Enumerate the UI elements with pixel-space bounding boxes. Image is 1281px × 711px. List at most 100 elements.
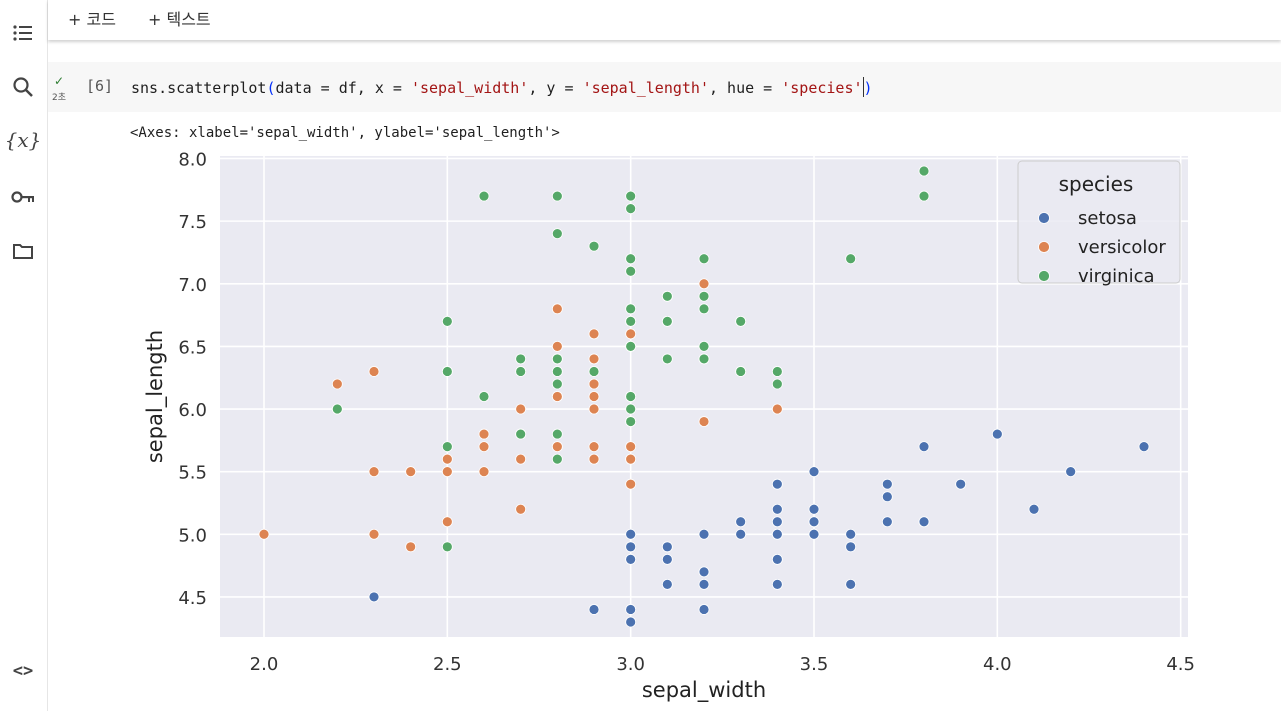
- folder-icon[interactable]: [8, 236, 38, 266]
- data-point-setosa: [625, 553, 637, 565]
- table-of-contents-icon[interactable]: [8, 18, 38, 48]
- data-point-virginica: [441, 315, 453, 327]
- data-point-virginica: [588, 240, 600, 252]
- code-string-2: 'sepal_length': [582, 79, 709, 97]
- add-code-button[interactable]: + 코드: [68, 10, 116, 29]
- x-axis-label: sepal_width: [642, 678, 766, 703]
- data-point-setosa: [771, 528, 783, 540]
- y-tick-label: 7.5: [178, 212, 207, 233]
- x-tick-label: 3.5: [800, 654, 829, 675]
- data-point-versicolor: [405, 541, 417, 553]
- data-point-setosa: [881, 516, 893, 528]
- data-point-versicolor: [551, 303, 563, 315]
- data-point-virginica: [588, 366, 600, 377]
- data-point-virginica: [515, 428, 527, 440]
- data-point-setosa: [771, 503, 783, 515]
- data-point-versicolor: [258, 528, 270, 540]
- data-point-virginica: [698, 253, 710, 265]
- add-text-button[interactable]: + 텍스트: [148, 10, 211, 29]
- table-of-contents-icon-svg: [13, 25, 32, 41]
- code-function: sns.scatterplot: [131, 79, 267, 97]
- code-arg-1: data = df, x =: [275, 79, 411, 97]
- key-icon-svg: [11, 191, 34, 203]
- code-open-paren: (: [266, 79, 276, 97]
- y-tick-label: 6.5: [178, 337, 207, 358]
- data-point-virginica: [331, 403, 343, 415]
- data-point-versicolor: [551, 441, 563, 453]
- data-point-setosa: [918, 516, 930, 528]
- code-snippets-icon-label: <>: [12, 661, 34, 681]
- data-point-setosa: [698, 566, 710, 578]
- data-point-setosa: [625, 616, 637, 628]
- data-point-virginica: [551, 378, 563, 390]
- y-tick-label: 5.5: [178, 463, 207, 484]
- legend: species setosa versicolor virginica: [1017, 160, 1181, 287]
- data-point-setosa: [625, 541, 637, 553]
- data-point-versicolor: [478, 428, 490, 440]
- data-point-setosa: [991, 428, 1003, 440]
- data-point-virginica: [735, 366, 747, 377]
- data-point-virginica: [625, 315, 637, 327]
- data-point-setosa: [661, 578, 673, 590]
- data-point-virginica: [735, 315, 747, 327]
- data-point-setosa: [661, 541, 673, 553]
- data-point-virginica: [551, 190, 563, 202]
- code-snippets-icon[interactable]: <>: [8, 656, 38, 686]
- data-point-virginica: [918, 165, 930, 177]
- data-point-versicolor: [771, 403, 783, 415]
- search-icon[interactable]: [8, 72, 38, 102]
- data-point-setosa: [771, 578, 783, 590]
- variables-icon[interactable]: {x}: [5, 125, 42, 155]
- data-point-virginica: [625, 416, 637, 427]
- data-point-virginica: [478, 190, 490, 202]
- key-icon[interactable]: [8, 182, 38, 212]
- data-point-virginica: [625, 303, 637, 315]
- sidebar: {x} <>: [0, 0, 48, 711]
- legend-marker-versicolor: [1038, 241, 1050, 253]
- data-point-virginica: [515, 366, 527, 377]
- data-point-setosa: [698, 578, 710, 590]
- data-point-setosa: [771, 478, 783, 490]
- y-tick-label: 7.0: [178, 275, 207, 296]
- data-point-virginica: [551, 453, 563, 465]
- data-point-virginica: [698, 290, 710, 302]
- data-point-versicolor: [551, 340, 563, 352]
- data-point-versicolor: [588, 353, 600, 365]
- scatter-plot: 2.0 2.5 3.0 3.5 4.0 4.5 4.5 5.0 5.5 6.0 6.5 7.0 7.5 8…: [143, 150, 1195, 703]
- data-point-virginica: [661, 315, 673, 327]
- data-point-virginica: [625, 403, 637, 415]
- data-point-setosa: [698, 528, 710, 540]
- data-point-versicolor: [368, 366, 380, 377]
- code-close-paren: ): [863, 79, 873, 97]
- code-cell[interactable]: ✓ 2초 [6] sns.scatterplot(data = df, x = …: [48, 62, 1281, 112]
- run-time: 2초: [52, 93, 67, 103]
- data-point-setosa: [771, 553, 783, 565]
- data-point-versicolor: [588, 403, 600, 415]
- data-point-setosa: [845, 541, 857, 553]
- y-tick-label: 6.0: [178, 400, 207, 421]
- data-point-virginica: [918, 190, 930, 202]
- data-point-setosa: [588, 604, 600, 615]
- data-point-setosa: [1138, 441, 1150, 453]
- code-string-1: 'sepal_width': [410, 79, 529, 97]
- data-point-setosa: [698, 604, 710, 615]
- data-point-virginica: [625, 253, 637, 265]
- data-point-versicolor: [478, 466, 490, 478]
- data-point-virginica: [771, 378, 783, 390]
- x-tick-label: 3.0: [616, 654, 645, 675]
- data-point-virginica: [551, 353, 563, 365]
- x-tick-label: 2.0: [250, 654, 279, 675]
- data-point-setosa: [918, 441, 930, 453]
- data-point-virginica: [625, 203, 637, 215]
- data-point-versicolor: [588, 441, 600, 453]
- data-point-versicolor: [698, 278, 710, 290]
- data-point-versicolor: [515, 453, 527, 465]
- legend-marker-setosa: [1038, 212, 1050, 224]
- data-point-versicolor: [441, 516, 453, 528]
- data-point-virginica: [698, 340, 710, 352]
- code-string-3: 'species': [781, 79, 863, 97]
- data-point-versicolor: [698, 416, 710, 427]
- run-status-check-icon[interactable]: ✓: [54, 74, 65, 88]
- data-point-virginica: [625, 340, 637, 352]
- code-editor[interactable]: sns.scatterplot(data = df, x = 'sepal_wi…: [131, 77, 873, 97]
